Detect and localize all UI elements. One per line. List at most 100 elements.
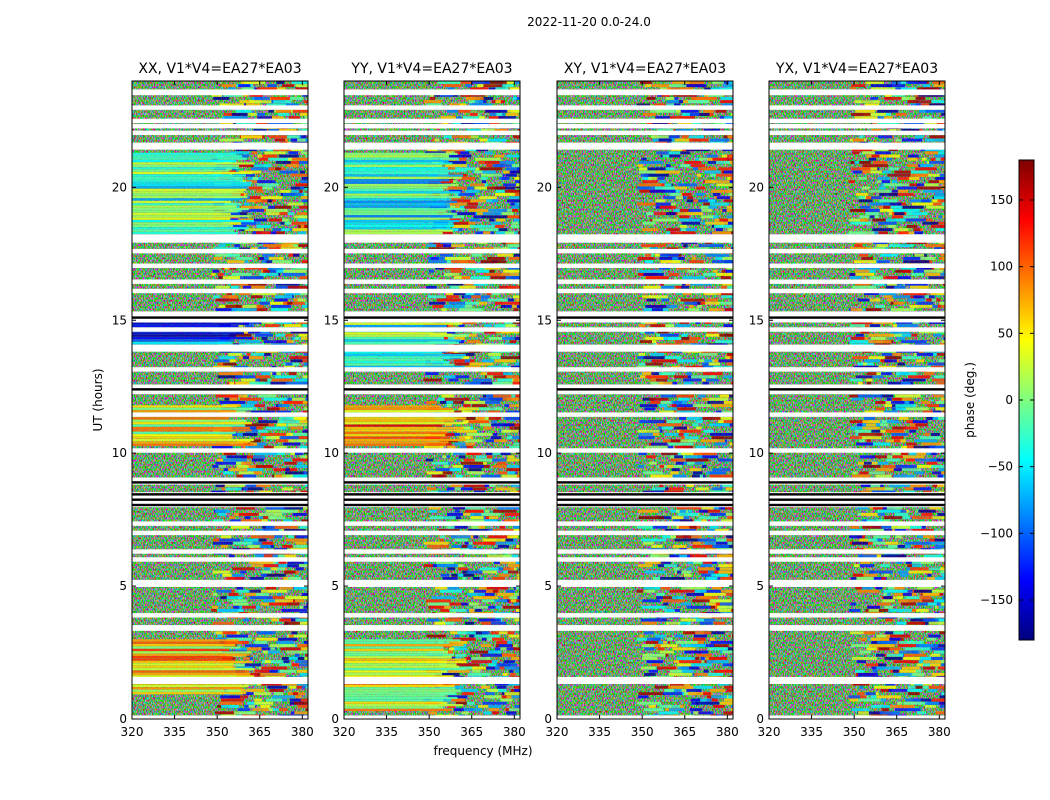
fringe-segment bbox=[643, 631, 655, 635]
fringe-segment bbox=[644, 647, 655, 651]
fringe-segment bbox=[213, 519, 224, 523]
flagged-row bbox=[132, 279, 308, 284]
fringe-segment bbox=[276, 282, 300, 286]
fringe-segment bbox=[918, 109, 929, 113]
fringe-segment bbox=[307, 151, 308, 155]
fringe-segment bbox=[938, 151, 945, 155]
fringe-segment bbox=[280, 647, 304, 651]
fringe-segment bbox=[870, 484, 881, 488]
fringe-segment bbox=[290, 359, 303, 363]
fringe-segment bbox=[459, 442, 475, 446]
fringe-segment bbox=[300, 445, 308, 449]
fringe-segment bbox=[430, 509, 438, 513]
fringe-segment bbox=[893, 474, 915, 478]
dark-row bbox=[132, 493, 308, 496]
fringe-segment bbox=[706, 93, 724, 97]
fringe-segment bbox=[494, 193, 518, 196]
fringe-segment bbox=[933, 394, 944, 398]
fringe-segment bbox=[254, 404, 266, 408]
fringe-segment bbox=[920, 164, 933, 168]
fringe-segment bbox=[509, 196, 520, 200]
fringe-segment bbox=[495, 129, 508, 132]
fringe-segment bbox=[252, 292, 277, 296]
fringe-segment bbox=[254, 641, 267, 644]
fringe-segment bbox=[884, 487, 894, 491]
fringe-segment bbox=[684, 161, 702, 164]
fringe-segment bbox=[297, 564, 308, 568]
fringe-segment bbox=[711, 573, 728, 577]
fringe-segment bbox=[642, 177, 652, 180]
fringe-segment bbox=[859, 253, 869, 257]
fringe-segment bbox=[501, 305, 506, 308]
fringe-segment bbox=[276, 641, 295, 644]
coherent-band-row bbox=[132, 410, 237, 413]
fringe-segment bbox=[722, 257, 733, 260]
fringe-segment bbox=[508, 708, 520, 712]
fringe-segment bbox=[252, 177, 259, 180]
fringe-segment bbox=[681, 333, 688, 337]
fringe-segment bbox=[637, 701, 661, 705]
fringe-segment bbox=[854, 269, 870, 273]
fringe-segment bbox=[498, 212, 514, 216]
fringe-segment bbox=[483, 273, 507, 276]
fringe-segment bbox=[458, 177, 475, 180]
fringe-segment bbox=[856, 442, 873, 446]
fringe-segment bbox=[275, 333, 286, 337]
fringe-segment bbox=[879, 154, 900, 158]
coherent-band-row bbox=[344, 639, 461, 642]
fringe-segment bbox=[851, 397, 864, 401]
fringe-segment bbox=[719, 567, 733, 571]
fringe-segment bbox=[921, 157, 927, 161]
fringe-segment bbox=[295, 465, 308, 468]
fringe-segment bbox=[879, 423, 889, 427]
fringe-segment bbox=[708, 561, 718, 564]
coherent-band-row bbox=[344, 210, 447, 213]
fringe-segment bbox=[273, 692, 284, 696]
fringe-segment bbox=[258, 394, 276, 398]
fringe-segment bbox=[514, 97, 520, 100]
fringe-segment bbox=[925, 109, 945, 113]
coherent-band-row bbox=[344, 424, 443, 427]
flagged-row bbox=[344, 130, 520, 136]
fringe-segment bbox=[296, 244, 308, 248]
fringe-segment bbox=[482, 359, 494, 363]
fringe-segment bbox=[217, 273, 224, 276]
fringe-segment bbox=[715, 257, 723, 260]
fringe-segment bbox=[720, 295, 733, 299]
fringe-segment bbox=[912, 529, 934, 532]
fringe-segment bbox=[859, 215, 879, 219]
fringe-segment bbox=[456, 417, 482, 420]
fringe-segment bbox=[473, 282, 488, 286]
fringe-segment bbox=[507, 109, 520, 113]
fringe-segment bbox=[251, 458, 264, 462]
fringe-segment bbox=[247, 199, 262, 203]
fringe-segment bbox=[295, 452, 304, 456]
fringe-segment bbox=[469, 113, 478, 116]
fringe-segment bbox=[671, 404, 677, 408]
fringe-segment bbox=[274, 138, 286, 142]
fringe-segment bbox=[266, 698, 283, 702]
fringe-segment bbox=[721, 410, 733, 414]
fringe-segment bbox=[665, 103, 675, 107]
fringe-segment bbox=[224, 116, 248, 120]
fringe-segment bbox=[944, 461, 945, 465]
fringe-segment bbox=[683, 573, 692, 577]
fringe-segment bbox=[660, 180, 666, 184]
fringe-segment bbox=[903, 426, 918, 430]
fringe-segment bbox=[513, 253, 520, 257]
fringe-segment bbox=[504, 513, 520, 516]
fringe-segment bbox=[854, 429, 878, 433]
fringe-segment bbox=[868, 340, 892, 344]
fringe-segment bbox=[687, 247, 710, 251]
fringe-segment bbox=[275, 452, 285, 456]
fringe-segment bbox=[719, 333, 733, 337]
fringe-segment bbox=[687, 196, 694, 200]
fringe-segment bbox=[243, 487, 248, 491]
fringe-segment bbox=[287, 561, 308, 564]
fringe-segment bbox=[295, 567, 304, 571]
fringe-segment bbox=[674, 209, 681, 212]
fringe-segment bbox=[934, 545, 945, 548]
fringe-segment bbox=[920, 257, 936, 260]
fringe-segment bbox=[501, 276, 520, 280]
fringe-segment bbox=[654, 253, 662, 257]
